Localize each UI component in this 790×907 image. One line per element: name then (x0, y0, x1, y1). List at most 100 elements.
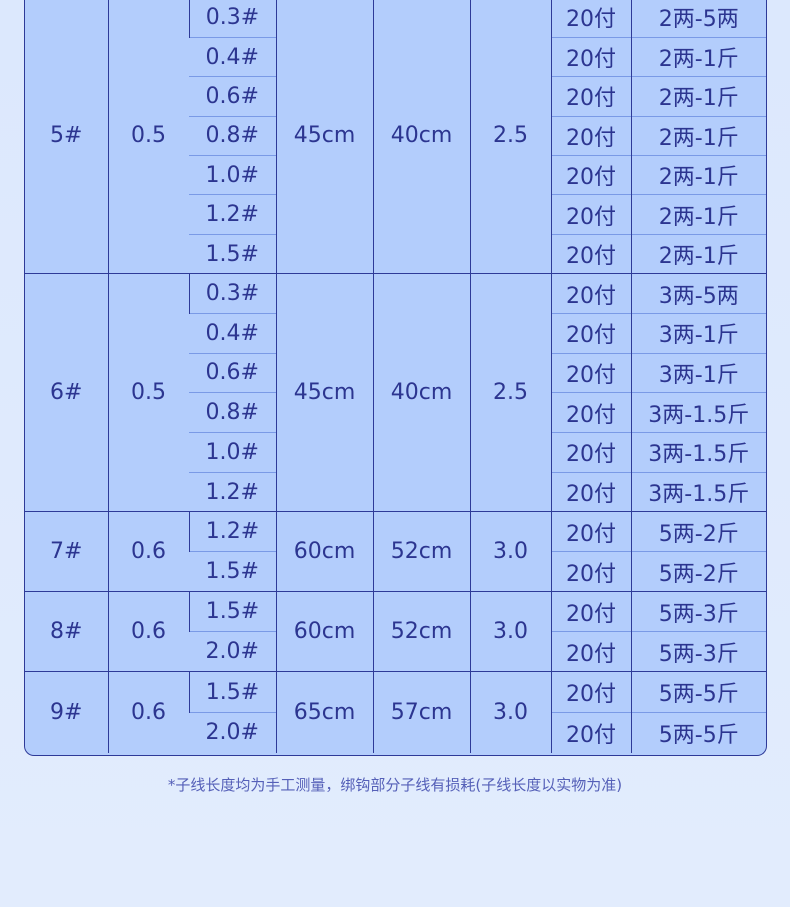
size-cell: 2.5 (469, 273, 551, 512)
model-cell: 8# (25, 591, 108, 672)
table-row: 0.8# 20付 3两-1.5斤 (25, 392, 766, 433)
quantity-cell: 20付 (550, 671, 631, 713)
footnote: *子线长度均为手工测量，绑钩部分子线有损耗(子线长度以实物为准) (167, 776, 623, 794)
quantity-cell: 20付 (550, 711, 631, 753)
quantity-cell: 20付 (550, 511, 631, 552)
quantity-cell: 20付 (550, 273, 631, 314)
length-b-cell: 40cm (372, 0, 470, 274)
quantity-cell: 20付 (550, 591, 631, 632)
load-cell: 3两-1.5斤 (630, 392, 766, 433)
load-cell: 3两-1斤 (630, 312, 766, 354)
table-row: 1.5# 20付 5两-2斤 (25, 551, 766, 592)
line-size-cell: 0.8# (189, 392, 276, 433)
table-row: 1.2# 20付 2两-1斤 (25, 194, 766, 235)
length-a-cell: 60cm (275, 511, 373, 592)
diameter-cell: 0.6 (107, 671, 189, 753)
length-a-cell: 45cm (275, 273, 373, 512)
line-size-cell: 0.4# (189, 36, 276, 77)
table-row: 1.2# 20付 3两-1.5斤 (25, 471, 766, 512)
diameter-cell: 0.5 (107, 0, 189, 274)
spec-table: 5# 0.5 0.3# 45cm 40cm 2.5 20付 2两-5两 0.4# 20付 2两-1斤… (25, 0, 766, 753)
quantity-cell: 20付 (550, 631, 631, 672)
table-row: 0.6# 20付 3两-1斤 (25, 352, 766, 393)
line-size-cell: 0.6# (189, 352, 276, 393)
quantity-cell: 20付 (550, 155, 631, 195)
line-size-cell: 1.0# (189, 155, 276, 195)
table-row: 1.5# 20付 2两-1斤 (25, 233, 766, 274)
table-row: 5# 0.5 0.3# 45cm 40cm 2.5 20付 2两-5两 (25, 0, 766, 274)
load-cell: 5两-5斤 (630, 671, 766, 713)
length-a-cell: 65cm (275, 671, 373, 753)
table-row: 1.0# 20付 2两-1斤 (25, 155, 766, 195)
line-size-cell: 0.3# (188, 0, 276, 38)
load-cell: 2两-1斤 (630, 36, 766, 77)
size-cell: 3.0 (469, 511, 551, 592)
diameter-cell: 0.5 (107, 273, 189, 512)
length-a-cell: 60cm (275, 591, 373, 672)
length-b-cell: 52cm (372, 511, 470, 592)
table-row: 2.0# 20付 5两-3斤 (25, 631, 766, 672)
line-size-cell: 1.2# (189, 471, 276, 512)
line-size-cell: 1.5# (189, 233, 276, 274)
table-row: 0.8# 20付 2两-1斤 (25, 115, 766, 156)
quantity-cell: 20付 (550, 312, 631, 354)
load-cell: 2两-5两 (630, 0, 766, 38)
quantity-cell: 20付 (550, 233, 631, 274)
table-row: 2.0# 20付 5两-5斤 (25, 711, 766, 753)
line-size-cell: 2.0# (189, 631, 276, 672)
table-row: 8# 0.6 1.5# 60cm 52cm 3.0 20付 5两-3斤 (25, 591, 766, 672)
load-cell: 3两-5两 (630, 273, 766, 314)
table-row: 6# 0.5 0.3# 45cm 40cm 2.5 20付 3两-5两 (25, 273, 766, 512)
quantity-cell: 20付 (550, 36, 631, 77)
line-size-cell: 1.0# (189, 431, 276, 473)
line-size-cell: 1.2# (189, 194, 276, 235)
load-cell: 3两-1斤 (630, 352, 766, 393)
load-cell: 2两-1斤 (630, 115, 766, 156)
quantity-cell: 20付 (550, 392, 631, 433)
load-cell: 2两-1斤 (630, 194, 766, 235)
length-b-cell: 40cm (372, 273, 470, 512)
table-row: 1.0# 20付 3两-1.5斤 (25, 431, 766, 473)
diameter-cell: 0.6 (107, 591, 189, 672)
length-a-cell: 45cm (275, 0, 373, 274)
line-size-cell: 1.2# (188, 511, 276, 552)
load-cell: 5两-2斤 (630, 511, 766, 552)
load-cell: 2两-1斤 (630, 233, 766, 274)
quantity-cell: 20付 (550, 76, 631, 117)
model-cell: 6# (25, 273, 108, 512)
line-size-cell: 1.5# (189, 551, 276, 592)
model-cell: 9# (25, 671, 108, 753)
model-cell: 7# (25, 511, 108, 592)
length-b-cell: 52cm (372, 591, 470, 672)
quantity-cell: 20付 (550, 0, 631, 38)
load-cell: 5两-3斤 (630, 591, 766, 632)
size-cell: 3.0 (469, 671, 551, 753)
line-size-cell: 0.4# (189, 312, 276, 354)
line-size-cell: 1.5# (188, 591, 276, 632)
model-cell: 5# (50, 123, 83, 149)
table-row: 0.4# 20付 3两-1斤 (25, 312, 766, 354)
table-row: 0.6# 20付 2两-1斤 (25, 76, 766, 117)
quantity-cell: 20付 (550, 352, 631, 393)
load-cell: 3两-1.5斤 (630, 431, 766, 473)
load-cell: 5两-2斤 (630, 551, 766, 592)
quantity-cell: 20付 (550, 194, 631, 235)
table-row: 0.4# 20付 2两-1斤 (25, 36, 766, 77)
load-cell: 3两-1.5斤 (630, 471, 766, 512)
load-cell: 2两-1斤 (630, 155, 766, 195)
load-cell: 5两-5斤 (630, 711, 766, 753)
table-row: 9# 0.6 1.5# 65cm 57cm 3.0 20付 5两-5斤 (25, 671, 766, 753)
line-size-cell: 2.0# (189, 711, 276, 753)
line-size-cell: 0.3# (188, 273, 276, 314)
quantity-cell: 20付 (550, 115, 631, 156)
spec-table-container: 5# 0.5 0.3# 45cm 40cm 2.5 20付 2两-5两 0.4# 20付 2两-1斤… (24, 0, 767, 756)
length-b-cell: 57cm (372, 671, 470, 753)
quantity-cell: 20付 (550, 551, 631, 592)
size-cell: 3.0 (469, 591, 551, 672)
size-cell: 2.5 (469, 0, 551, 274)
diameter-cell: 0.6 (107, 511, 189, 592)
quantity-cell: 20付 (550, 431, 631, 473)
table-row: 7# 0.6 1.2# 60cm 52cm 3.0 20付 5两-2斤 (25, 511, 766, 592)
line-size-cell: 0.6# (189, 76, 276, 117)
line-size-cell: 1.5# (188, 671, 276, 713)
